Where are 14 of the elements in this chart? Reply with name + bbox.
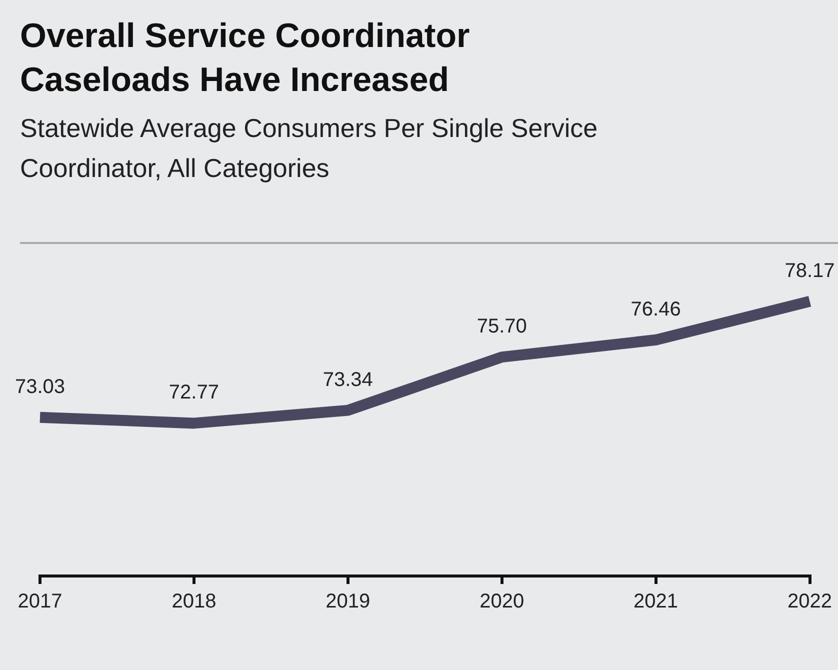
data-label: 78.17 — [784, 260, 835, 282]
x-tick-label: 2018 — [172, 590, 216, 613]
x-tick-label: 2022 — [788, 590, 832, 613]
data-label: 73.34 — [322, 368, 373, 391]
x-tick-label: 2017 — [18, 590, 62, 613]
chart-subtitle: Statewide Average Consumers Per Single Service Coordinator, All Categories — [20, 112, 599, 185]
x-tick-label: 2020 — [480, 590, 524, 613]
data-label: 73.03 — [14, 376, 66, 398]
data-label: 76.46 — [630, 298, 681, 320]
x-tick-label: 2019 — [326, 590, 370, 613]
data-label: 72.77 — [168, 382, 219, 404]
data-label: 75.70 — [476, 316, 527, 338]
chart-title: Overall Service Coordinator Caseloads Have Increased — [20, 16, 471, 101]
x-tick-label: 2021 — [634, 590, 678, 613]
